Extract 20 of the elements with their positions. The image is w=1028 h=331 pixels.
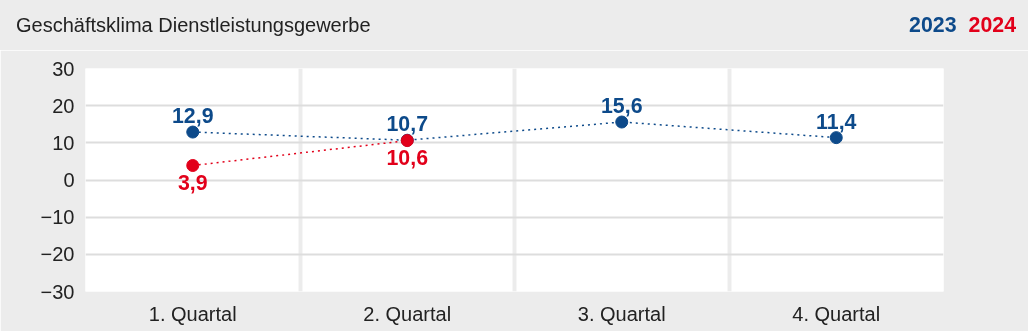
y-tick-label: 0 xyxy=(63,169,75,191)
data-label: 11,4 xyxy=(816,109,857,134)
text: 2024 xyxy=(968,12,1016,37)
y-tick-label: 30 xyxy=(52,57,75,80)
y-tick-label: −20 xyxy=(40,243,75,266)
y-tick-label: 20 xyxy=(52,94,75,117)
x-tick-label: 2. Quartal xyxy=(363,302,452,325)
data-label: 15,6 xyxy=(600,94,643,119)
y-tick-label: −10 xyxy=(40,206,75,229)
text: 2023 xyxy=(909,12,957,37)
data-label: 10,7 xyxy=(386,112,429,137)
x-tick-label: 3. Quartal xyxy=(577,302,666,325)
data-label: 10,6 xyxy=(386,145,429,170)
y-tick-label: 10 xyxy=(52,131,75,154)
data-label: 12,9 xyxy=(171,104,214,129)
x-tick-label: 4. Quartal xyxy=(792,302,881,325)
y-tick-label: −30 xyxy=(40,280,75,303)
data-label: 3,9 xyxy=(177,170,208,195)
x-tick-label: 1. Quartal xyxy=(148,302,237,325)
chart-title: Geschäftsklima Dienstleistungsgewerbe xyxy=(16,12,371,38)
